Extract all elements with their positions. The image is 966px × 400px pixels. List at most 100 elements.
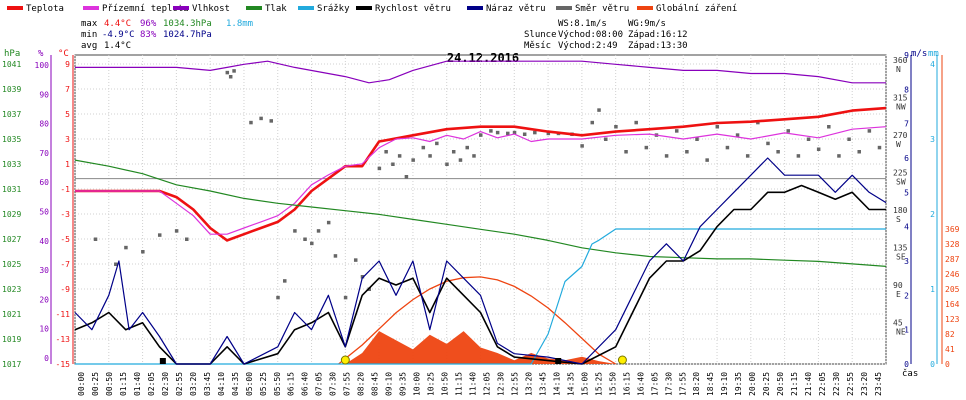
x-tick-label: 19:35 bbox=[734, 372, 743, 396]
temperature-tick-label: -5 bbox=[60, 235, 70, 244]
stat-min-hum: 83% bbox=[140, 30, 157, 40]
legend-swatch bbox=[7, 6, 23, 10]
wind-direction-point bbox=[141, 250, 145, 254]
wind-direction-point bbox=[590, 120, 595, 125]
wind-tick-label: 2 bbox=[904, 291, 909, 300]
wind-direction-point bbox=[847, 137, 851, 141]
info-block: WS:8.1m/s WG:9m/s Slunce Východ:08:00 Zá… bbox=[524, 19, 688, 51]
temperature-tick-label: 1 bbox=[65, 160, 70, 169]
wind-direction-point bbox=[458, 158, 463, 162]
wind-direction-point bbox=[512, 130, 517, 135]
direction-tick-value: 45 bbox=[893, 319, 903, 328]
x-tick-label: 21:15 bbox=[790, 372, 799, 396]
legend-swatch bbox=[637, 6, 653, 10]
wind-direction-point bbox=[546, 131, 551, 136]
legend-label: Směr větru bbox=[575, 4, 629, 14]
humidity-tick-label: 0 bbox=[44, 354, 49, 363]
direction-tick-letter: NE bbox=[896, 328, 906, 337]
x-axis-label: čas bbox=[902, 368, 918, 379]
wind-direction-point bbox=[232, 69, 236, 73]
x-tick-label: 09:35 bbox=[399, 372, 408, 396]
humidity-tick-label: 10 bbox=[39, 325, 49, 334]
x-tick-label: 08:45 bbox=[371, 372, 380, 396]
humidity-tick-label: 30 bbox=[39, 266, 49, 275]
wind-direction-point bbox=[465, 145, 469, 150]
x-tick-label: 07:55 bbox=[343, 372, 352, 396]
direction-tick-value: 90 bbox=[893, 281, 903, 290]
wind-direction-point bbox=[397, 154, 402, 158]
x-tick-label: 16:40 bbox=[636, 372, 645, 396]
wind-direction-point bbox=[269, 119, 273, 123]
series-line-vlhkost bbox=[75, 60, 886, 84]
x-tick-label: 10:00 bbox=[413, 372, 422, 396]
x-tick-label: 07:30 bbox=[329, 372, 338, 396]
pressure-tick-label: 1025 bbox=[2, 260, 21, 269]
x-tick-label: 23:20 bbox=[860, 372, 869, 396]
wind-direction-point bbox=[249, 120, 253, 125]
x-tick-label: 03:20 bbox=[189, 372, 198, 396]
x-tick-label: 12:30 bbox=[496, 372, 505, 396]
wind-direction-point bbox=[435, 141, 439, 146]
temperature-tick-label: -9 bbox=[60, 285, 70, 294]
wind-tick-label: 8 bbox=[904, 85, 909, 94]
direction-tick-value: 360 bbox=[893, 56, 908, 65]
wind-direction-point bbox=[326, 220, 331, 225]
wind-direction-point bbox=[124, 245, 128, 250]
wind-direction-point bbox=[228, 75, 233, 79]
sun-marker bbox=[340, 355, 350, 365]
direction-tick-letter: W bbox=[896, 140, 901, 149]
direction-tick-value: 180 bbox=[893, 206, 908, 215]
wind-tick-label: 0 bbox=[904, 360, 909, 369]
stat-max-hum: 96% bbox=[140, 19, 157, 29]
stat-avg-temp: 1.4°C bbox=[104, 41, 131, 51]
x-axis-ticks: 00:00 00:25 00:50 01:15 01:40 02:05 02:30 02:55… bbox=[77, 372, 883, 396]
stat-min-label: min bbox=[81, 30, 97, 40]
legend-label: Přízemní teplota bbox=[102, 4, 189, 14]
x-tick-label: 05:00 bbox=[245, 372, 254, 396]
pressure-tick-label: 1019 bbox=[2, 335, 21, 344]
x-tick-label: 13:45 bbox=[538, 372, 547, 396]
stat-max-rain: 1.8mm bbox=[226, 19, 253, 29]
wind-direction-point bbox=[316, 229, 321, 233]
x-tick-label: 12:55 bbox=[510, 372, 519, 396]
chart-title: 24.12.2016 bbox=[447, 51, 519, 65]
wind-direction-point bbox=[506, 131, 510, 136]
pressure-tick-label: 1033 bbox=[2, 160, 21, 169]
x-tick-label: 04:35 bbox=[231, 372, 240, 396]
wind-direction-point bbox=[421, 145, 426, 150]
legend-label: Srážky bbox=[317, 4, 350, 14]
x-tick-label: 12:05 bbox=[483, 372, 492, 396]
wind-direction-point bbox=[766, 141, 770, 146]
wind-direction-point bbox=[674, 129, 679, 133]
wind-calm-marker bbox=[555, 358, 562, 364]
wind-direction-point bbox=[597, 108, 601, 112]
radiation-tick-label: 123 bbox=[945, 315, 960, 324]
series-line-náraz-větru bbox=[74, 157, 887, 365]
rain-tick-label: 4 bbox=[930, 60, 935, 69]
x-tick-label: 10:50 bbox=[441, 372, 450, 396]
wind-direction-point bbox=[489, 129, 493, 133]
rain-tick-label: 2 bbox=[930, 210, 935, 219]
humidity-tick-label: 70 bbox=[39, 149, 49, 158]
humidity-tick-label: 100 bbox=[35, 61, 50, 70]
temperature-tick-label: -13 bbox=[56, 335, 71, 344]
wind-direction-point bbox=[185, 237, 189, 241]
wind-tick-label: 1 bbox=[904, 326, 909, 335]
temperature-tick-label: -3 bbox=[60, 210, 70, 219]
wind-unit: m/s bbox=[911, 49, 927, 59]
radiation-layer bbox=[338, 276, 617, 365]
humidity-tick-label: 80 bbox=[39, 120, 49, 129]
x-tick-label: 19:10 bbox=[720, 372, 729, 396]
direction-tick-letter: SE bbox=[896, 253, 906, 262]
temperature-tick-label: -15 bbox=[56, 360, 71, 369]
axis-lines bbox=[50, 55, 943, 364]
temperature-tick-label: -1 bbox=[60, 185, 70, 194]
legend-label: Rychlost větru bbox=[375, 4, 451, 14]
x-tick-label: 17:55 bbox=[678, 372, 687, 396]
x-tick-label: 09:10 bbox=[385, 372, 394, 396]
wind-direction-point bbox=[384, 150, 388, 154]
radiation-tick-label: 287 bbox=[945, 255, 960, 264]
x-tick-label: 02:30 bbox=[161, 372, 170, 396]
x-tick-label: 22:30 bbox=[832, 372, 841, 396]
wind-direction-point bbox=[522, 132, 527, 136]
